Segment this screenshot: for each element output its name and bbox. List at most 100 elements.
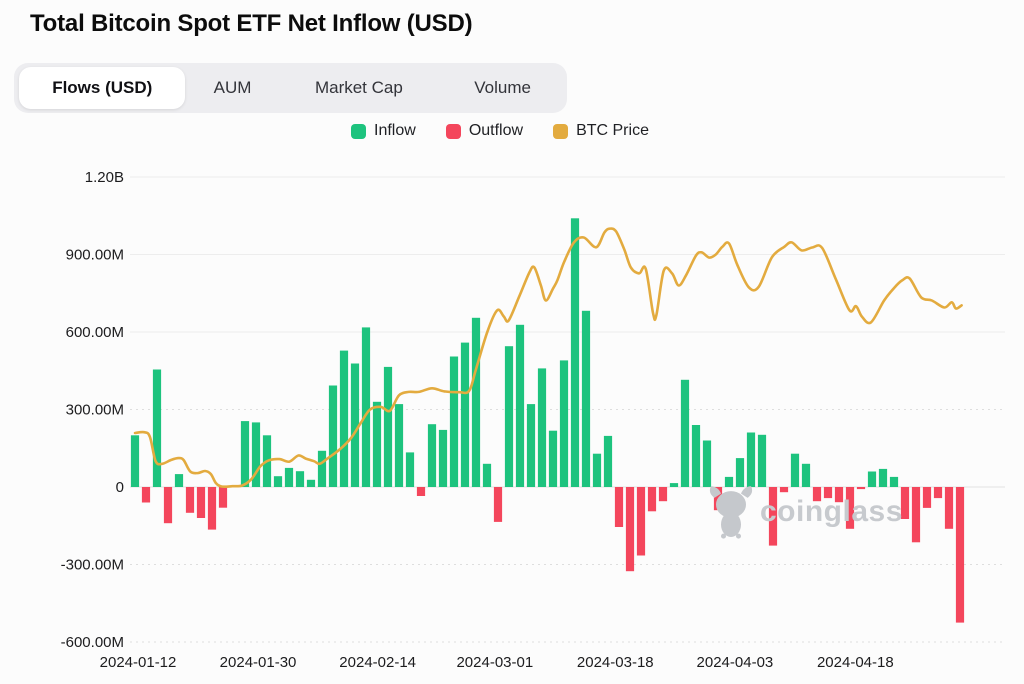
inflow-bar — [548, 430, 558, 487]
outflow-bar — [955, 487, 965, 623]
outflow-bar — [845, 487, 855, 529]
legend-outflow-label: Outflow — [468, 122, 524, 139]
inflow-bar — [889, 476, 899, 487]
outflow-bar — [625, 487, 635, 572]
y-tick-label: 300.00M — [66, 402, 124, 419]
inflow-bar — [240, 421, 250, 487]
x-tick-label: 2024-04-18 — [817, 654, 894, 671]
inflow-bar — [306, 479, 316, 487]
inflow-bar — [438, 429, 448, 487]
flows-chart[interactable]: 1.20B 900.00M 600.00M 300.00M 0 -300.00M -600.… — [0, 160, 1024, 684]
outflow-bar — [856, 487, 866, 490]
inflow-bar — [559, 360, 569, 487]
outflow-bar — [416, 487, 426, 496]
inflow-bar — [592, 453, 602, 487]
x-tick-label: 2024-01-12 — [100, 654, 177, 671]
tab-market-cap-label: Market Cap — [314, 78, 403, 97]
inflow-bar — [328, 385, 338, 487]
inflow-bar — [295, 471, 305, 487]
outflow-bar — [493, 487, 503, 522]
inflow-bar — [878, 468, 888, 487]
legend-inflow-label: Inflow — [374, 122, 416, 139]
inflow-bar — [515, 324, 525, 487]
flows-chart-canvas[interactable]: 1.20B 900.00M 600.00M 300.00M 0 -300.00M -600.… — [0, 160, 1024, 684]
inflow-bar — [273, 476, 283, 487]
inflow-bar — [174, 474, 184, 487]
outflow-bar — [779, 487, 789, 493]
inflow-bar — [394, 404, 404, 487]
inflow-bar — [361, 327, 371, 487]
outflow-bar — [207, 487, 217, 530]
inflow-bar — [152, 369, 162, 487]
tab-aum[interactable]: AUM — [185, 63, 279, 113]
y-tick-label: -600.00M — [61, 634, 124, 651]
inflow-bar — [339, 350, 349, 487]
y-tick-label: -300.00M — [61, 556, 124, 573]
inflow-bar — [372, 401, 382, 487]
inflow-bar — [790, 453, 800, 487]
tab-volume-label: Volume — [474, 78, 531, 97]
inflow-bar — [317, 450, 327, 487]
legend-item-btc-price[interactable]: BTC Price — [553, 122, 649, 140]
outflow-bar — [768, 487, 778, 546]
inflow-bar — [581, 310, 591, 487]
inflow-bar — [691, 425, 701, 487]
outflow-bar — [823, 487, 833, 499]
legend-btc-price-label: BTC Price — [576, 122, 649, 139]
outflow-bar — [636, 487, 646, 556]
inflow-bar — [570, 218, 580, 488]
btc-price-swatch-icon — [553, 123, 569, 139]
inflow-bar — [482, 463, 492, 487]
inflow-bar — [537, 368, 547, 487]
chart-legend: Inflow Outflow BTC Price — [0, 122, 1000, 140]
x-tick-label: 2024-01-30 — [220, 654, 297, 671]
inflow-bar — [746, 432, 756, 487]
inflow-bar — [801, 463, 811, 487]
outflow-bar — [944, 487, 954, 529]
inflow-bar — [504, 346, 514, 487]
inflow-bar — [405, 452, 415, 487]
view-tabbar: Flows (USD) AUM Market Cap Volume — [14, 63, 567, 113]
outflow-bar — [658, 487, 668, 502]
tab-market-cap[interactable]: Market Cap — [280, 63, 439, 113]
outflow-bar — [713, 487, 723, 511]
x-tick-label: 2024-02-14 — [339, 654, 416, 671]
x-tick-label: 2024-03-01 — [456, 654, 533, 671]
btc-price-line — [133, 227, 963, 488]
outflow-bar — [647, 487, 657, 512]
inflow-bar — [350, 363, 360, 487]
inflow-bar — [251, 422, 261, 487]
y-tick-label: 600.00M — [66, 324, 124, 341]
outflow-swatch-icon — [445, 123, 461, 139]
outflow-bar — [196, 487, 206, 518]
inflow-bar — [284, 467, 294, 487]
outflow-bar — [834, 487, 844, 503]
inflow-bar — [702, 440, 712, 487]
legend-item-inflow[interactable]: Inflow — [351, 122, 416, 140]
x-tick-label: 2024-03-18 — [577, 654, 654, 671]
inflow-bar — [526, 404, 536, 487]
inflow-bar — [669, 483, 679, 487]
inflow-bar — [603, 435, 613, 487]
outflow-bar — [163, 487, 173, 524]
outflow-bar — [911, 487, 921, 543]
outflow-bar — [141, 487, 151, 503]
outflow-bar — [922, 487, 932, 508]
inflow-bar — [680, 379, 690, 487]
tab-volume[interactable]: Volume — [438, 63, 567, 113]
legend-item-outflow[interactable]: Outflow — [445, 122, 524, 140]
inflow-bar — [460, 342, 470, 487]
outflow-bar — [218, 487, 228, 508]
page-title: Total Bitcoin Spot ETF Net Inflow (USD) — [30, 10, 473, 37]
tab-aum-label: AUM — [213, 78, 252, 97]
inflow-bar — [427, 424, 437, 487]
tab-flows-usd[interactable]: Flows (USD) — [19, 67, 186, 109]
outflow-bar — [185, 487, 195, 513]
inflow-bar — [130, 435, 140, 487]
inflow-bar — [383, 366, 393, 487]
inflow-bar — [471, 317, 481, 487]
inflow-bar — [449, 356, 459, 487]
y-tick-label: 0 — [116, 479, 124, 496]
y-tick-label: 900.00M — [66, 247, 124, 264]
